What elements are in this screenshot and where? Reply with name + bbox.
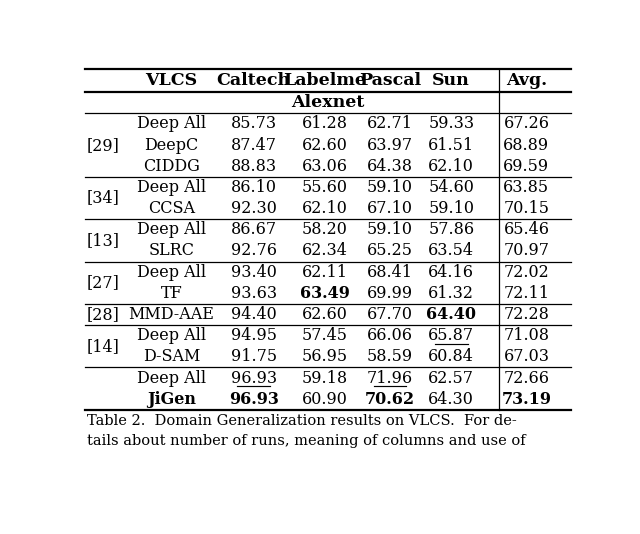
Text: 59.33: 59.33 bbox=[428, 115, 474, 132]
Text: 64.38: 64.38 bbox=[367, 158, 413, 175]
Text: 72.28: 72.28 bbox=[504, 306, 549, 323]
Text: DeepC: DeepC bbox=[145, 137, 198, 154]
Text: MMD-AAE: MMD-AAE bbox=[129, 306, 214, 323]
Text: Avg.: Avg. bbox=[506, 72, 547, 89]
Text: [27]: [27] bbox=[87, 274, 120, 291]
Text: Labelme: Labelme bbox=[284, 72, 366, 89]
Text: Deep All: Deep All bbox=[137, 221, 206, 238]
Text: 73.19: 73.19 bbox=[501, 391, 552, 408]
Text: 96.93: 96.93 bbox=[230, 370, 276, 387]
Text: [29]: [29] bbox=[87, 137, 120, 154]
Text: Deep All: Deep All bbox=[137, 115, 206, 132]
Text: 64.40: 64.40 bbox=[426, 306, 476, 323]
Text: 68.41: 68.41 bbox=[367, 264, 413, 281]
Text: 56.95: 56.95 bbox=[302, 348, 348, 365]
Text: 69.99: 69.99 bbox=[367, 285, 413, 302]
Text: 93.40: 93.40 bbox=[230, 264, 276, 281]
Text: 92.76: 92.76 bbox=[230, 242, 276, 260]
Text: 59.10: 59.10 bbox=[367, 221, 413, 238]
Text: Pascal: Pascal bbox=[359, 72, 421, 89]
Text: 62.34: 62.34 bbox=[302, 242, 348, 260]
Text: Deep All: Deep All bbox=[137, 264, 206, 281]
Text: Deep All: Deep All bbox=[137, 179, 206, 196]
Text: 57.45: 57.45 bbox=[302, 327, 348, 344]
Text: 63.85: 63.85 bbox=[503, 179, 550, 196]
Text: 93.63: 93.63 bbox=[230, 285, 276, 302]
Text: VLCS: VLCS bbox=[145, 72, 198, 89]
Text: 86.10: 86.10 bbox=[230, 179, 276, 196]
Text: 94.40: 94.40 bbox=[231, 306, 276, 323]
Text: 94.95: 94.95 bbox=[230, 327, 276, 344]
Text: 72.02: 72.02 bbox=[504, 264, 549, 281]
Text: Deep All: Deep All bbox=[137, 370, 206, 387]
Text: 54.60: 54.60 bbox=[428, 179, 474, 196]
Text: CIDDG: CIDDG bbox=[143, 158, 200, 175]
Text: 61.28: 61.28 bbox=[302, 115, 348, 132]
Text: 91.75: 91.75 bbox=[230, 348, 276, 365]
Text: 68.89: 68.89 bbox=[503, 137, 550, 154]
Text: 72.11: 72.11 bbox=[504, 285, 549, 302]
Text: 55.60: 55.60 bbox=[302, 179, 348, 196]
Text: 62.60: 62.60 bbox=[302, 137, 348, 154]
Text: 60.90: 60.90 bbox=[302, 391, 348, 408]
Text: JiGen: JiGen bbox=[147, 391, 196, 408]
Text: SLRC: SLRC bbox=[148, 242, 195, 260]
Text: 67.26: 67.26 bbox=[504, 115, 549, 132]
Text: 62.57: 62.57 bbox=[428, 370, 474, 387]
Text: [34]: [34] bbox=[87, 190, 120, 207]
Text: 59.10: 59.10 bbox=[428, 200, 474, 217]
Text: Deep All: Deep All bbox=[137, 327, 206, 344]
Text: 58.20: 58.20 bbox=[302, 221, 348, 238]
Text: 61.51: 61.51 bbox=[428, 137, 474, 154]
Text: 67.03: 67.03 bbox=[504, 348, 549, 365]
Text: 57.86: 57.86 bbox=[428, 221, 474, 238]
Text: [14]: [14] bbox=[87, 338, 120, 355]
Text: 62.60: 62.60 bbox=[302, 306, 348, 323]
Text: 63.06: 63.06 bbox=[302, 158, 348, 175]
Text: 61.32: 61.32 bbox=[428, 285, 474, 302]
Text: TF: TF bbox=[161, 285, 182, 302]
Text: 62.11: 62.11 bbox=[302, 264, 348, 281]
Text: 70.62: 70.62 bbox=[365, 391, 415, 408]
Text: 71.96: 71.96 bbox=[367, 370, 413, 387]
Text: D-SAM: D-SAM bbox=[143, 348, 200, 365]
Text: 66.06: 66.06 bbox=[367, 327, 413, 344]
Text: 62.71: 62.71 bbox=[367, 115, 413, 132]
Text: 67.10: 67.10 bbox=[367, 200, 413, 217]
Text: 62.10: 62.10 bbox=[428, 158, 474, 175]
Text: 58.59: 58.59 bbox=[367, 348, 413, 365]
Text: 96.93: 96.93 bbox=[228, 391, 278, 408]
Text: 92.30: 92.30 bbox=[230, 200, 276, 217]
Text: 70.15: 70.15 bbox=[504, 200, 549, 217]
Text: 60.84: 60.84 bbox=[428, 348, 474, 365]
Text: [28]: [28] bbox=[87, 306, 120, 323]
Text: Caltech: Caltech bbox=[216, 72, 291, 89]
Text: 64.16: 64.16 bbox=[428, 264, 474, 281]
Text: 71.08: 71.08 bbox=[504, 327, 549, 344]
Text: 63.97: 63.97 bbox=[367, 137, 413, 154]
Text: CCSA: CCSA bbox=[148, 200, 195, 217]
Text: 65.46: 65.46 bbox=[504, 221, 549, 238]
Text: 59.10: 59.10 bbox=[367, 179, 413, 196]
Text: 59.18: 59.18 bbox=[302, 370, 348, 387]
Text: [13]: [13] bbox=[87, 232, 120, 249]
Text: 86.67: 86.67 bbox=[230, 221, 276, 238]
Text: 63.49: 63.49 bbox=[300, 285, 350, 302]
Text: Table 2.  Domain Generalization results on VLCS.  For de-
tails about number of : Table 2. Domain Generalization results o… bbox=[87, 414, 525, 449]
Text: 63.54: 63.54 bbox=[428, 242, 474, 260]
Text: 64.30: 64.30 bbox=[428, 391, 474, 408]
Text: 65.87: 65.87 bbox=[428, 327, 474, 344]
Text: 72.66: 72.66 bbox=[504, 370, 549, 387]
Text: 70.97: 70.97 bbox=[504, 242, 549, 260]
Text: 87.47: 87.47 bbox=[230, 137, 276, 154]
Text: 67.70: 67.70 bbox=[367, 306, 413, 323]
Text: 62.10: 62.10 bbox=[302, 200, 348, 217]
Text: Alexnet: Alexnet bbox=[291, 94, 365, 111]
Text: 85.73: 85.73 bbox=[230, 115, 276, 132]
Text: 65.25: 65.25 bbox=[367, 242, 413, 260]
Text: 88.83: 88.83 bbox=[230, 158, 276, 175]
Text: 69.59: 69.59 bbox=[503, 158, 550, 175]
Text: Sun: Sun bbox=[433, 72, 470, 89]
